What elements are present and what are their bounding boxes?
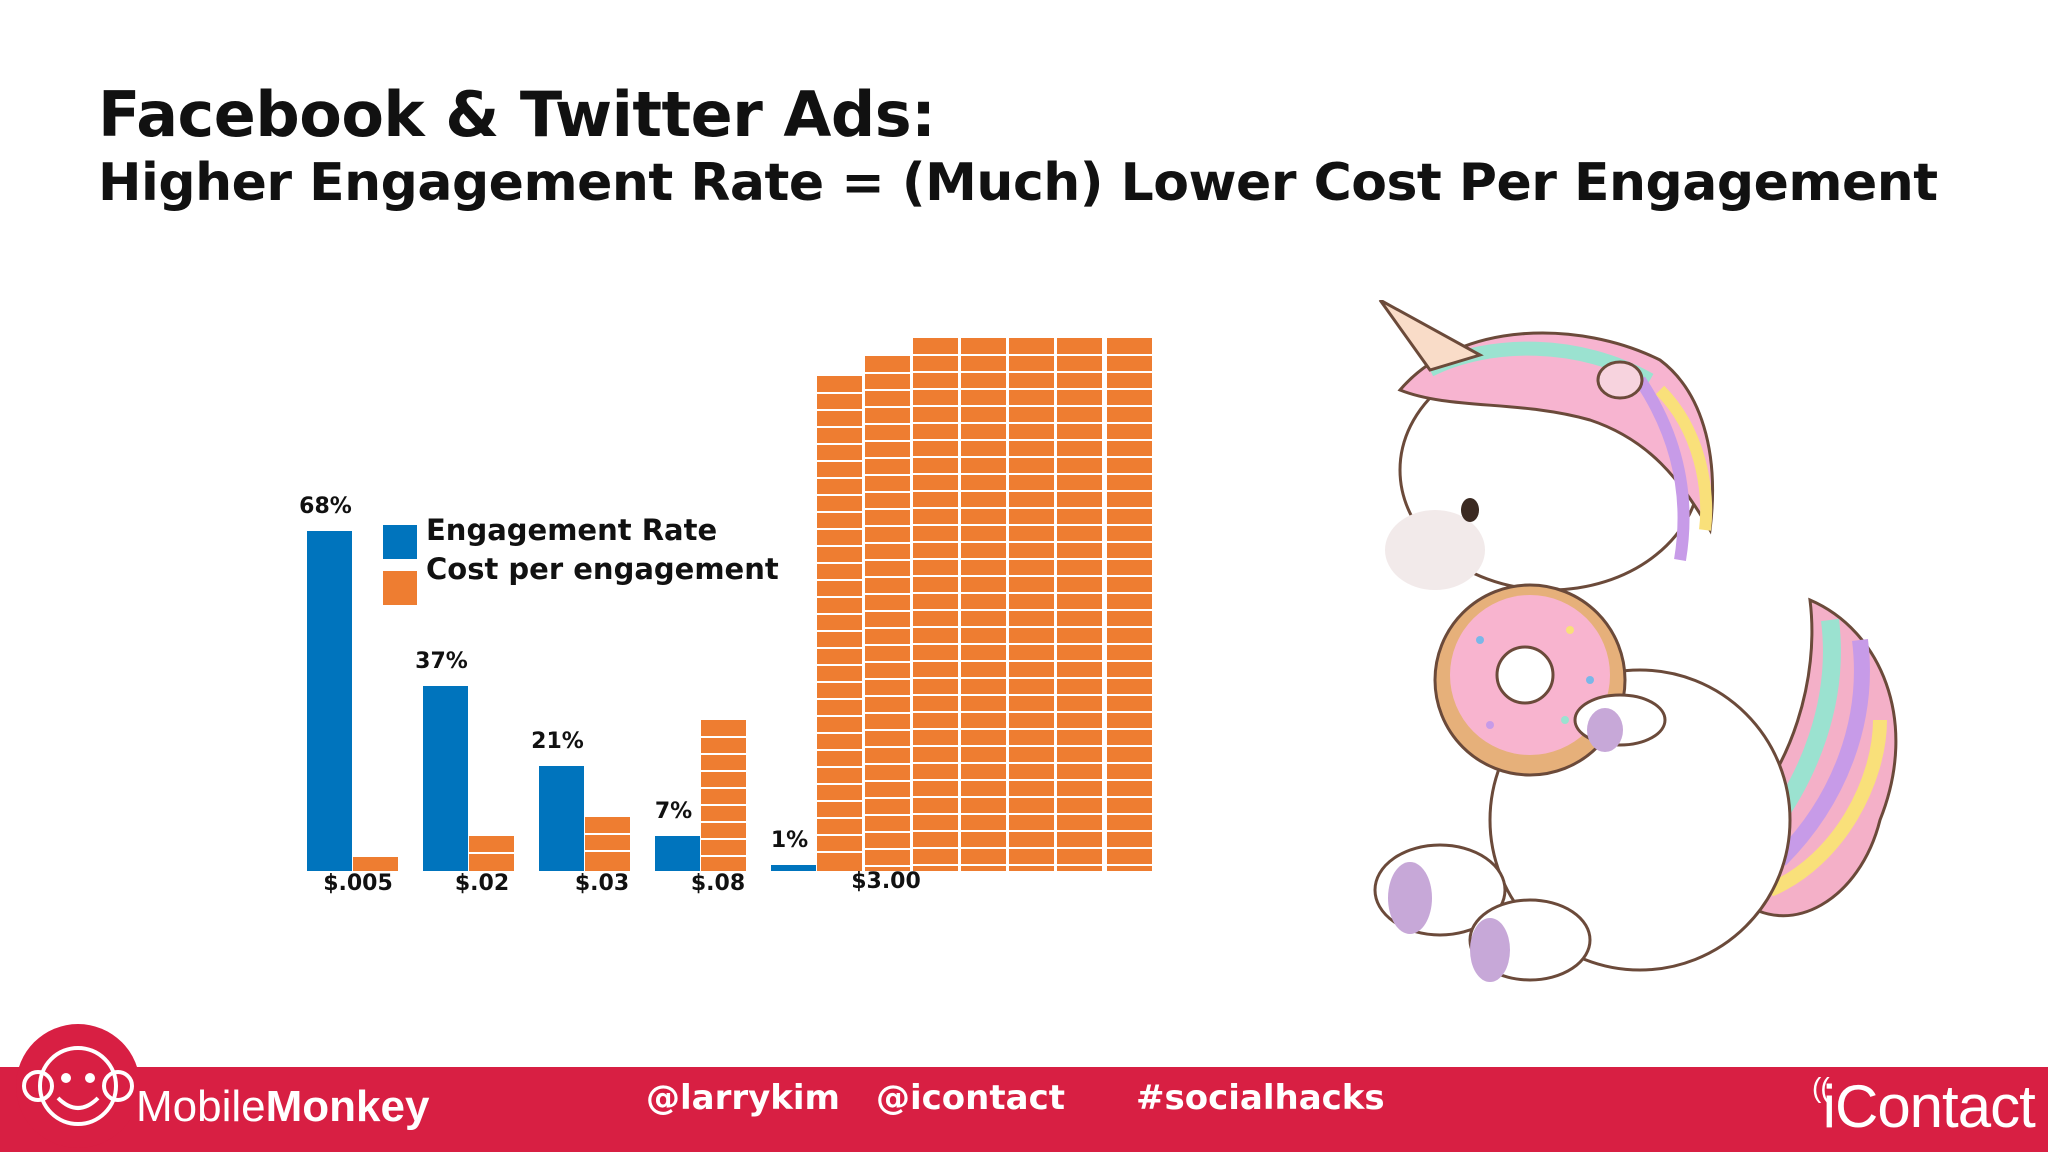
cost-label: $3.00 — [851, 869, 921, 894]
legend-label-engagement: Engagement Rate — [426, 513, 717, 547]
icontact-logo: ((iContact — [1812, 1072, 2036, 1141]
unicorn-illustration — [1373, 300, 1898, 982]
legend-label-cost: Cost per engagement — [426, 552, 779, 586]
cost-bar — [353, 857, 398, 871]
monkey-face-icon — [16, 1024, 140, 1148]
footer-bar — [0, 1067, 2048, 1152]
cost-bar-block-column — [817, 376, 862, 871]
legend-swatch-cost — [383, 571, 417, 605]
slide-title: Facebook & Twitter Ads: — [98, 78, 936, 151]
engagement-bar — [655, 836, 700, 871]
engagement-label: 21% — [531, 729, 584, 754]
brand-wordmark: MobileMonkey — [136, 1082, 429, 1132]
signal-icon: (( — [1812, 1072, 1830, 1103]
legend-swatch-engagement — [383, 525, 417, 559]
cost-bar-block-column — [1009, 338, 1054, 871]
cost-bar-block-column — [1057, 338, 1102, 871]
cost-bar-block-column — [961, 338, 1006, 871]
handle-larrykim: @larrykim — [646, 1078, 840, 1118]
engagement-bar — [771, 865, 816, 871]
slide-subtitle: Higher Engagement Rate = (Much) Lower Co… — [98, 153, 1938, 213]
cost-bar-block-column — [1107, 338, 1152, 871]
handle-icontact: @icontact — [876, 1078, 1065, 1118]
cost-bar — [701, 720, 746, 871]
cost-label: $.08 — [691, 871, 745, 896]
engagement-label: 37% — [415, 649, 468, 674]
engagement-bar — [539, 766, 584, 871]
cost-label: $.02 — [455, 871, 509, 896]
engagement-label: 7% — [655, 799, 692, 824]
engagement-label: 1% — [771, 828, 808, 853]
partner-name: iContact — [1822, 1073, 2036, 1140]
cost-label: $.03 — [575, 871, 629, 896]
engagement-bar — [423, 686, 468, 871]
hashtag-socialhacks: #socialhacks — [1136, 1078, 1385, 1118]
engagement-bar — [307, 531, 352, 871]
cost-bar-block-column — [913, 338, 958, 871]
brand-part1: Mobile — [136, 1082, 266, 1131]
cost-bar — [585, 817, 630, 871]
brand-part2: Monkey — [265, 1082, 430, 1131]
cost-label: $.005 — [323, 871, 393, 896]
engagement-label: 68% — [299, 494, 352, 519]
cost-bar-block-column — [865, 356, 910, 871]
